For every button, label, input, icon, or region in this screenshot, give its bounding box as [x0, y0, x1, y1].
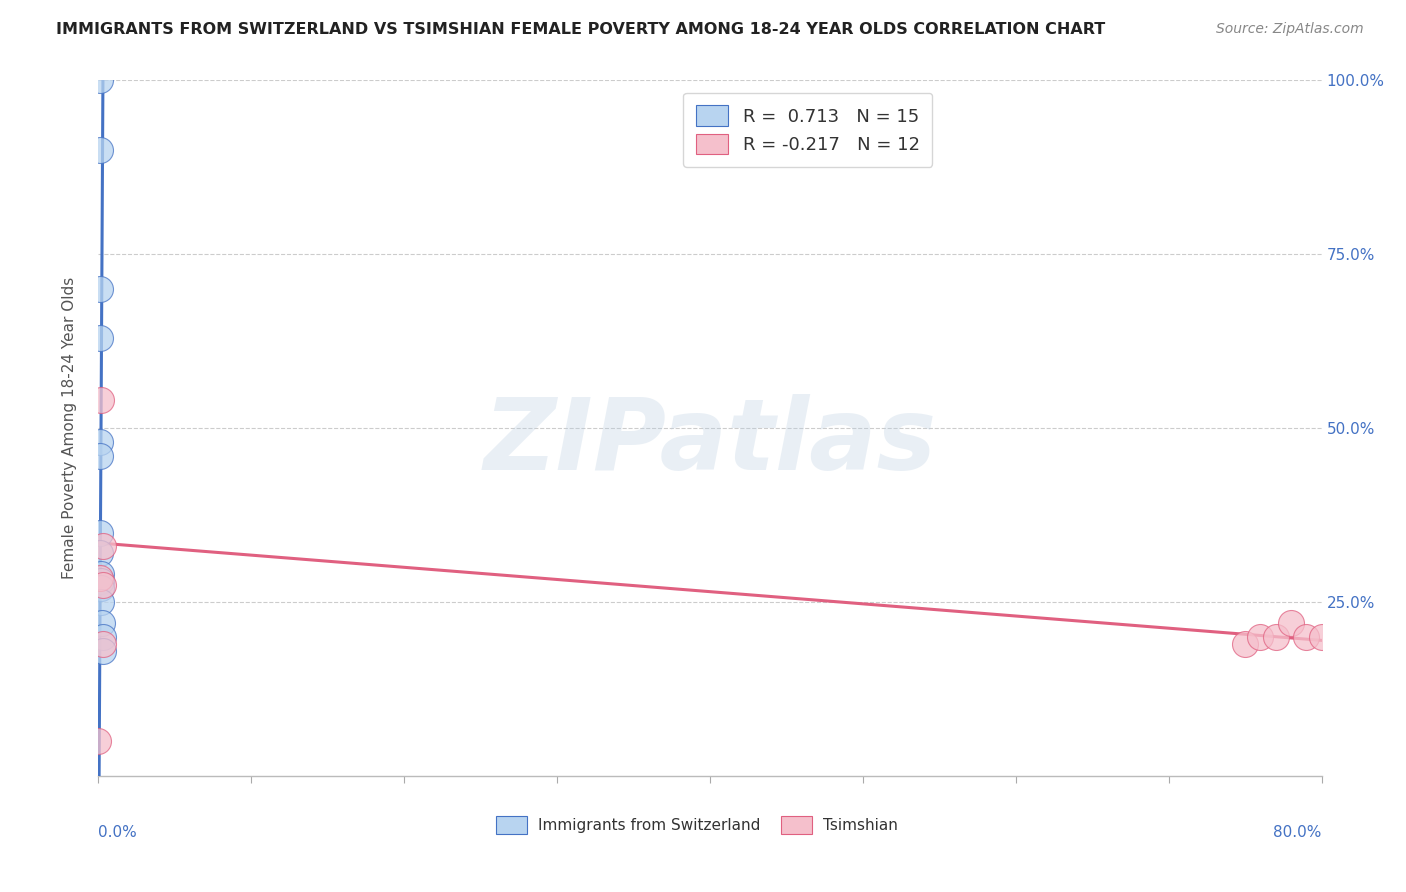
Point — [90, 595, 112, 609]
Text: Source: ZipAtlas.com: Source: ZipAtlas.com — [1216, 22, 1364, 37]
Point — [89, 282, 111, 296]
Point — [89, 73, 111, 87]
Point — [1310, 630, 1333, 644]
Point — [90, 574, 112, 589]
Point — [90, 567, 112, 582]
Text: Immigrants from Switzerland: Immigrants from Switzerland — [537, 818, 761, 832]
Point — [91, 578, 114, 592]
Point — [91, 540, 114, 554]
Point — [89, 435, 111, 450]
Point — [91, 637, 114, 651]
Point — [1279, 615, 1302, 630]
Point — [87, 734, 110, 748]
Text: Tsimshian: Tsimshian — [824, 818, 898, 832]
Point — [89, 571, 111, 585]
Point — [1295, 630, 1317, 644]
Point — [90, 581, 112, 595]
Point — [91, 630, 114, 644]
Point — [1249, 630, 1271, 644]
Point — [1264, 630, 1286, 644]
Point — [89, 449, 111, 463]
Point — [90, 393, 112, 408]
Point — [91, 615, 114, 630]
Y-axis label: Female Poverty Among 18-24 Year Olds: Female Poverty Among 18-24 Year Olds — [62, 277, 77, 579]
Legend: R =  0.713   N = 15, R = -0.217   N = 12: R = 0.713 N = 15, R = -0.217 N = 12 — [683, 93, 932, 167]
Text: 0.0%: 0.0% — [98, 825, 138, 840]
Point — [1234, 637, 1257, 651]
Text: 80.0%: 80.0% — [1274, 825, 1322, 840]
Point — [89, 546, 111, 560]
Point — [89, 143, 111, 157]
Text: ZIPatlas: ZIPatlas — [484, 393, 936, 491]
Point — [91, 644, 114, 658]
Point — [89, 525, 111, 540]
Text: IMMIGRANTS FROM SWITZERLAND VS TSIMSHIAN FEMALE POVERTY AMONG 18-24 YEAR OLDS CO: IMMIGRANTS FROM SWITZERLAND VS TSIMSHIAN… — [56, 22, 1105, 37]
Point — [89, 331, 111, 345]
